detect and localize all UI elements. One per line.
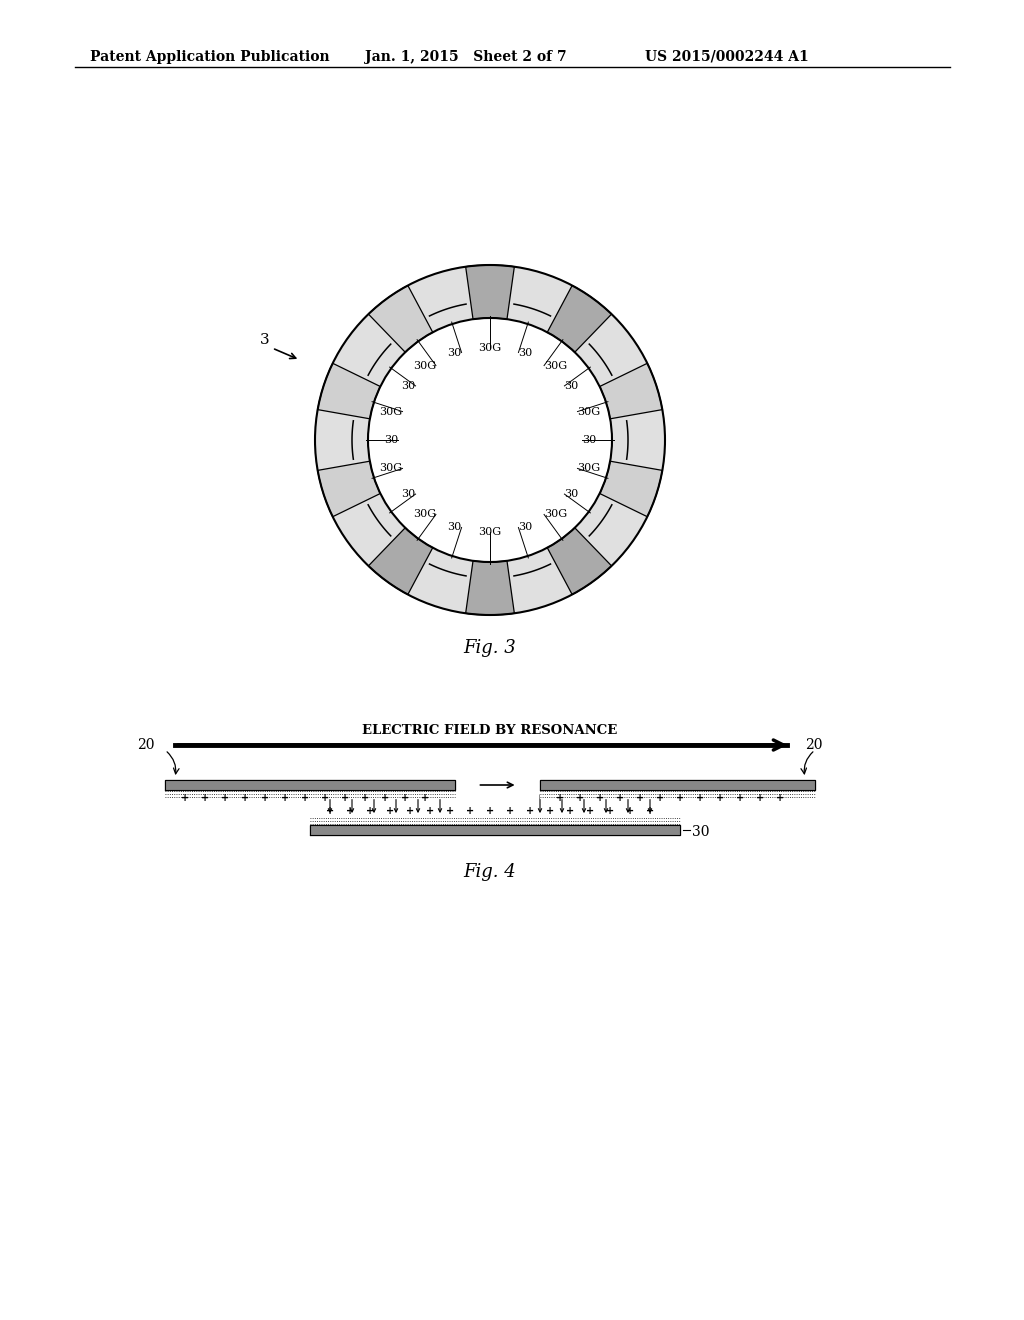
Text: Fig. 3: Fig. 3 [464,639,516,657]
Text: 30G: 30G [478,527,502,537]
Text: +: + [656,793,664,803]
Text: +: + [261,793,269,803]
Text: 30: 30 [401,490,416,499]
Text: 30G: 30G [379,407,402,417]
Polygon shape [165,780,455,789]
Text: 30G: 30G [478,343,502,352]
Text: Jan. 1, 2015   Sheet 2 of 7: Jan. 1, 2015 Sheet 2 of 7 [365,50,566,63]
Text: 30: 30 [582,436,596,445]
Text: +: + [606,807,614,816]
Text: 3: 3 [260,333,269,347]
Text: +: + [546,807,554,816]
Text: 30: 30 [564,381,579,391]
Wedge shape [466,561,514,615]
Text: +: + [776,793,784,803]
Text: +: + [281,793,289,803]
Wedge shape [600,363,663,418]
Text: +: + [676,793,684,803]
Text: 30: 30 [384,436,398,445]
Text: +: + [421,793,429,803]
Text: +: + [401,793,409,803]
Text: 20: 20 [805,738,822,752]
Text: +: + [756,793,764,803]
Text: +: + [486,807,494,816]
Text: +: + [221,793,229,803]
Text: +: + [326,807,334,816]
Text: +: + [716,793,724,803]
Wedge shape [317,461,380,516]
Circle shape [315,265,665,615]
Text: Patent Application Publication: Patent Application Publication [90,50,330,63]
Text: +: + [646,807,654,816]
Text: +: + [636,793,644,803]
Text: +: + [556,793,564,803]
Wedge shape [466,265,514,319]
Polygon shape [310,817,680,825]
Text: +: + [526,807,535,816]
Text: +: + [696,793,705,803]
Text: 30: 30 [518,347,532,358]
Text: +: + [406,807,414,816]
Text: +: + [616,793,624,803]
Text: +: + [736,793,744,803]
Text: +: + [366,807,374,816]
Polygon shape [310,825,680,836]
Text: 30G: 30G [413,510,436,520]
Text: +: + [321,793,329,803]
Text: 30: 30 [447,523,462,532]
Text: Fig. 4: Fig. 4 [464,863,516,880]
Text: +: + [566,807,574,816]
Text: +: + [381,793,389,803]
Polygon shape [540,789,815,799]
Wedge shape [547,528,611,594]
Text: +: + [426,807,434,816]
Wedge shape [600,461,663,516]
Text: 30: 30 [401,381,416,391]
Text: 30: 30 [564,490,579,499]
Text: +: + [386,807,394,816]
Text: +: + [506,807,514,816]
Text: ELECTRIC FIELD BY RESONANCE: ELECTRIC FIELD BY RESONANCE [362,723,617,737]
Text: +: + [466,807,474,816]
Wedge shape [317,363,380,418]
Text: +: + [341,793,349,803]
Text: 30: 30 [518,523,532,532]
Text: 30G: 30G [379,463,402,474]
Text: 30G: 30G [578,407,601,417]
Text: +: + [575,793,584,803]
Wedge shape [369,285,433,352]
Text: 30G: 30G [578,463,601,474]
Polygon shape [540,780,815,789]
Text: +: + [445,807,454,816]
Text: +: + [301,793,309,803]
Text: +: + [586,807,594,816]
Text: 20: 20 [137,738,155,752]
Text: +: + [346,807,354,816]
Text: US 2015/0002244 A1: US 2015/0002244 A1 [645,50,809,63]
Polygon shape [165,789,455,799]
Wedge shape [369,528,433,594]
Text: +: + [626,807,634,816]
Text: 30G: 30G [413,360,436,371]
Text: 30G: 30G [544,360,567,371]
Text: 30: 30 [447,347,462,358]
Text: 30G: 30G [544,510,567,520]
Text: 30: 30 [692,825,710,840]
Text: +: + [360,793,369,803]
Circle shape [368,318,612,562]
Text: +: + [201,793,209,803]
Text: +: + [241,793,249,803]
Wedge shape [547,285,611,352]
Text: +: + [596,793,604,803]
Text: +: + [181,793,189,803]
